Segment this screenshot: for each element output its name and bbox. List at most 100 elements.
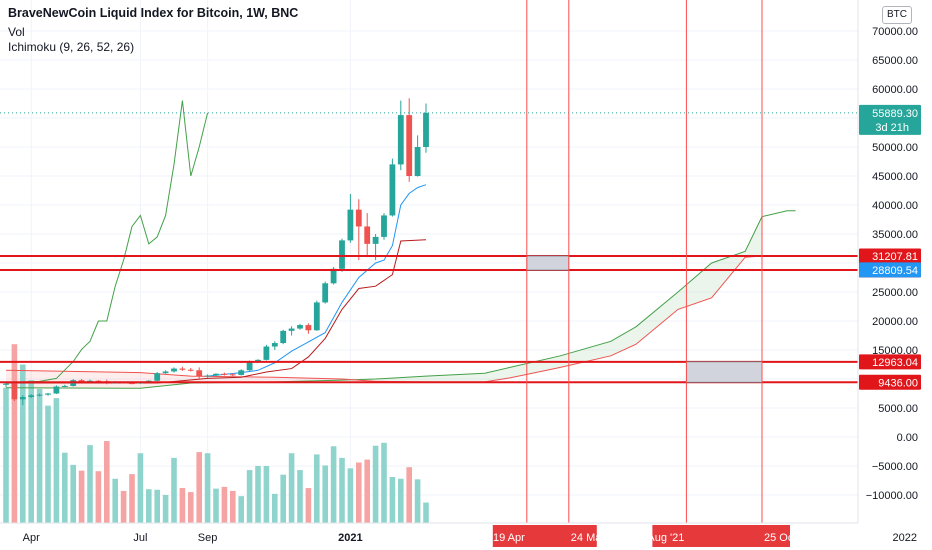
candle-body [229, 374, 236, 376]
volume-bar [238, 496, 244, 523]
candle-body [364, 226, 371, 244]
volume-bar [129, 474, 135, 523]
candle-body [213, 373, 219, 376]
candle-body [11, 383, 18, 400]
volume-bar [87, 445, 93, 523]
candle-body [263, 346, 270, 360]
volume-bar [171, 457, 177, 523]
current-price-label: 55889.30 [872, 108, 918, 120]
candle-body [95, 380, 102, 382]
volume-bars [3, 344, 429, 523]
candle-body [355, 209, 362, 227]
candle-body [389, 164, 396, 216]
volume-bar [288, 453, 295, 523]
hline-price-label-bg [859, 248, 921, 264]
candle-body [246, 361, 253, 371]
volume-bar [381, 442, 387, 523]
volume-bar [364, 459, 370, 523]
candle-body [179, 368, 186, 370]
candle-body [171, 368, 177, 372]
vertical-lines[interactable] [526, 0, 763, 523]
time-tick-label: Sep [198, 532, 218, 544]
volume-bar [356, 462, 362, 523]
volume-bar [78, 470, 85, 523]
candles [3, 98, 429, 406]
time-tick-label: Jul [133, 532, 147, 544]
cloud-fill [354, 216, 762, 382]
volume-bar [137, 453, 144, 523]
volume-bar [154, 489, 160, 523]
candle-body [78, 380, 85, 382]
volume-bar [104, 441, 110, 523]
chikou-span-line [5, 100, 209, 383]
candle-body [221, 373, 228, 375]
ichimoku-legend: Ichimoku (9, 26, 52, 26) [8, 40, 135, 54]
volume-bar [11, 344, 18, 523]
price-tick-label: 50000.00 [872, 142, 918, 154]
volume-bar [372, 445, 379, 523]
candle-body [305, 325, 312, 331]
candle-body [238, 370, 245, 375]
kijun-sen-line [6, 239, 427, 384]
price-tick-label: 65000.00 [872, 55, 918, 67]
price-tick-label: 5000.00 [878, 403, 918, 415]
time-axis[interactable]: Apr Jul Sep 2021 2022 19 Apr 24 May '21 30 Aug … [23, 525, 917, 547]
date-line-label: 25 Oct '21 [764, 532, 814, 544]
price-tick-label: −5000.00 [872, 461, 918, 473]
price-tick-label: 45000.00 [872, 171, 918, 183]
volume-bar [322, 465, 328, 523]
candle-body [297, 325, 303, 329]
volume-bar [230, 490, 236, 523]
hline-price-label: 12963.04 [872, 357, 918, 369]
grid [0, 0, 906, 523]
volume-bar [45, 405, 51, 523]
candle-body [61, 385, 68, 387]
date-range-highlight [492, 525, 597, 547]
volume-bar [339, 457, 345, 523]
cloud-fill [6, 370, 355, 389]
volume-bar [28, 380, 34, 523]
senkou-span-b-line [5, 255, 763, 383]
candle-body [204, 375, 211, 377]
volume-bar [146, 489, 152, 523]
volume-bar [53, 398, 60, 523]
volume-bar [406, 467, 412, 523]
current-price-label-bg [859, 104, 921, 135]
volume-bar [272, 493, 278, 523]
volume-bar [62, 452, 68, 523]
candle-body [347, 209, 354, 241]
hline-price-label-bg [859, 354, 921, 370]
volume-legend: Vol [8, 25, 25, 39]
candle-body [406, 115, 413, 176]
gray-boxes [526, 255, 763, 383]
candle-body [322, 283, 329, 303]
price-tick-label: 25000.00 [872, 287, 918, 299]
volume-bar [280, 474, 286, 523]
volume-bar [204, 453, 211, 523]
candle-body [339, 240, 345, 269]
volume-bar [221, 486, 228, 523]
bar-countdown-label: 3d 21h [875, 122, 909, 134]
candle-body [330, 268, 337, 284]
volume-bar [423, 502, 429, 523]
candle-body [187, 369, 194, 371]
candle-body [414, 147, 421, 176]
candle-body [397, 115, 404, 165]
candle-body [36, 394, 43, 396]
chart-title: BraveNewCoin Liquid Index for Bitcoin, 1… [8, 6, 299, 20]
volume-bar [246, 470, 253, 523]
candle-body [280, 330, 287, 344]
candle-body [196, 370, 203, 377]
candle-body [381, 215, 387, 237]
price-tick-label: 20000.00 [872, 316, 918, 328]
horizontal-lines[interactable] [0, 112, 858, 384]
candle-body [423, 112, 429, 147]
candle-body [313, 302, 320, 331]
candle-body [154, 373, 161, 381]
gray-box [686, 361, 763, 383]
hline-price-label: 9436.00 [878, 377, 918, 389]
currency-badge[interactable]: BTC [882, 6, 912, 24]
price-tick-label: 60000.00 [872, 84, 918, 96]
volume-bar [188, 492, 194, 523]
